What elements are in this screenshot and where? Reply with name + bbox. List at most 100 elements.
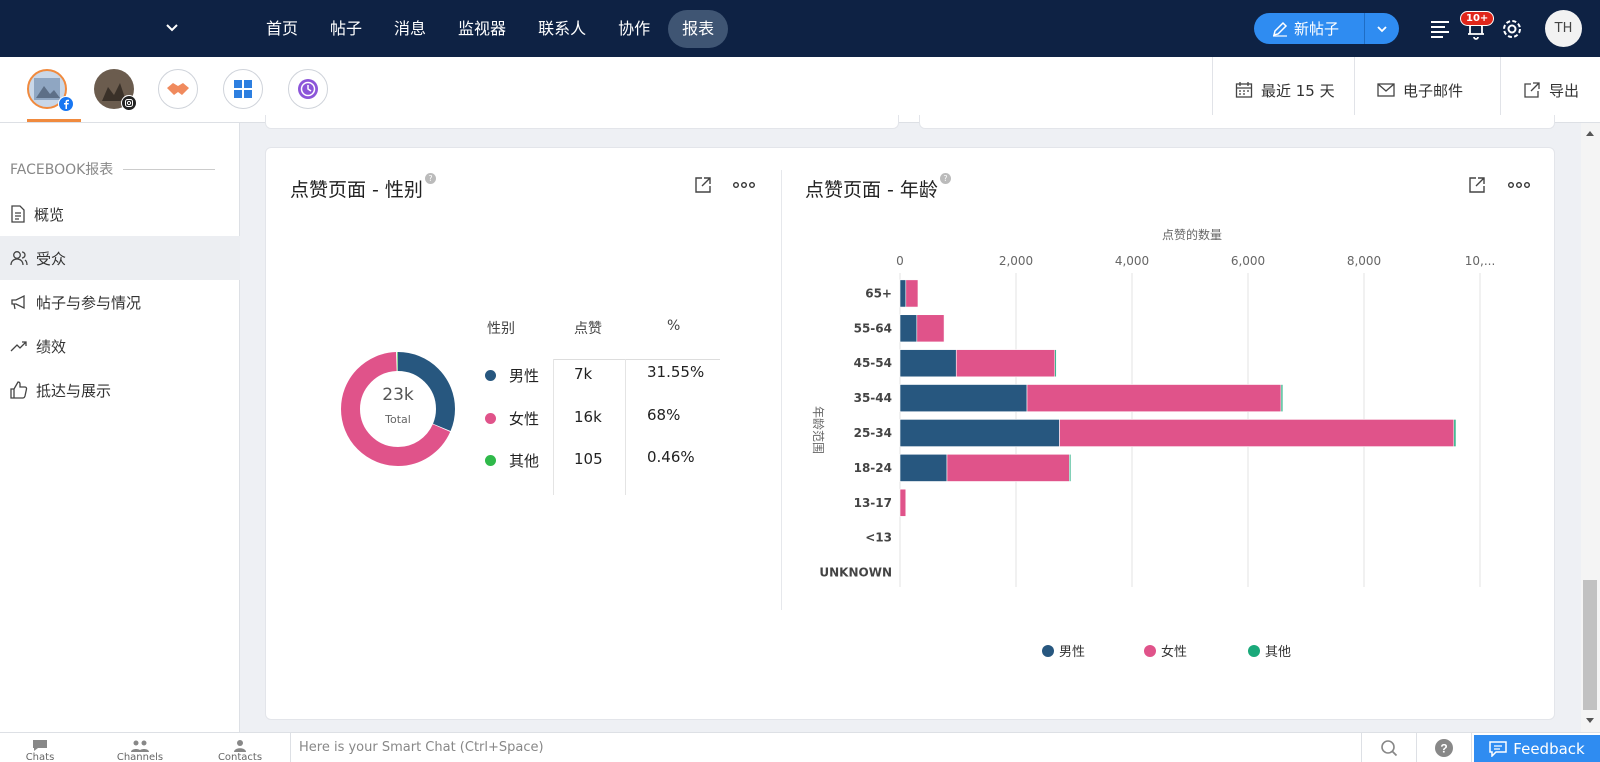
sidebar-item-audience[interactable]: 受众 bbox=[0, 236, 240, 280]
y-category-label: 25-34 bbox=[854, 426, 892, 440]
help-icon[interactable]: ? bbox=[424, 173, 436, 184]
scroll-up-arrow-icon[interactable] bbox=[1585, 129, 1595, 137]
gender-donut-chart bbox=[341, 352, 455, 466]
scroll-down-arrow-icon[interactable] bbox=[1585, 717, 1595, 725]
thumbs-up-icon bbox=[10, 381, 28, 399]
page-scrollbar[interactable] bbox=[1581, 123, 1600, 732]
email-label: 电子邮件 bbox=[1403, 81, 1464, 100]
scrollbar-thumb[interactable] bbox=[1583, 580, 1597, 710]
sidebar-item-overview[interactable]: 概览 bbox=[0, 192, 240, 236]
email-report-button[interactable]: 电子邮件 bbox=[1354, 57, 1500, 123]
bar-segment-1[interactable] bbox=[916, 314, 945, 343]
bar-segment-1[interactable] bbox=[946, 453, 1070, 482]
expand-icon[interactable] bbox=[692, 174, 714, 196]
handshake-icon[interactable] bbox=[158, 69, 198, 109]
nav-collaboration[interactable]: 协作 bbox=[618, 19, 651, 38]
channel-bar: 最近 15 天 电子邮件 导出 bbox=[0, 57, 1600, 123]
new-post-dropdown-chevron-icon[interactable] bbox=[1365, 25, 1399, 33]
donut-center: 23k Total bbox=[338, 349, 458, 469]
sidebar-item-label: 帖子与参与情况 bbox=[36, 293, 142, 312]
bar-segment-1[interactable] bbox=[1026, 384, 1282, 413]
gender-row-female: 女性 16k 68% bbox=[485, 404, 720, 434]
x-tick-label: 10,... bbox=[1465, 254, 1496, 268]
nav-messages[interactable]: 消息 bbox=[394, 19, 427, 38]
people-icon bbox=[10, 251, 28, 266]
sidebar-item-posts-engagement[interactable]: 帖子与参与情况 bbox=[0, 280, 240, 324]
brand-switcher-chevron-icon[interactable] bbox=[162, 18, 182, 38]
svg-text:?: ? bbox=[1440, 742, 1447, 756]
dashboard-grid-icon[interactable] bbox=[223, 69, 263, 109]
timer-icon[interactable] bbox=[288, 69, 328, 109]
nav-monitor[interactable]: 监视器 bbox=[458, 19, 507, 38]
legend-label: 其他 bbox=[1265, 645, 1292, 660]
bottom-channels[interactable]: Channels bbox=[110, 733, 170, 762]
gender-percent: 0.46% bbox=[647, 448, 695, 466]
channel-facebook-page[interactable] bbox=[27, 69, 74, 112]
legend-item-female[interactable]: 女性 bbox=[1144, 641, 1187, 660]
x-axis-title: 点赞的数量 bbox=[1162, 227, 1222, 242]
bottom-contacts[interactable]: Contacts bbox=[210, 733, 270, 762]
x-tick-label: 4,000 bbox=[1115, 254, 1149, 268]
nav-posts[interactable]: 帖子 bbox=[330, 19, 363, 38]
expand-icon[interactable] bbox=[1466, 174, 1488, 196]
legend-item-male[interactable]: 男性 bbox=[1042, 641, 1085, 660]
export-button[interactable]: 导出 bbox=[1500, 57, 1600, 123]
bar-segment-0[interactable] bbox=[899, 349, 957, 378]
facebook-badge-icon bbox=[58, 96, 74, 112]
bar-segment-0[interactable] bbox=[899, 314, 918, 343]
bar-segment-0[interactable] bbox=[899, 279, 907, 308]
envelope-icon bbox=[1377, 83, 1395, 97]
gender-header-likes: 点赞 bbox=[574, 321, 602, 337]
date-range-button[interactable]: 最近 15 天 bbox=[1212, 57, 1354, 123]
nav-reports[interactable]: 报表 bbox=[668, 10, 729, 48]
activity-list-icon[interactable] bbox=[1428, 17, 1452, 41]
gender-column-divider bbox=[625, 359, 626, 495]
bar-segment-0[interactable] bbox=[899, 419, 1060, 447]
legend-item-other[interactable]: 其他 bbox=[1248, 641, 1291, 660]
new-post-separator bbox=[1364, 13, 1365, 44]
donut-slice-1[interactable] bbox=[341, 352, 455, 466]
feedback-chat-icon bbox=[1489, 741, 1508, 757]
feedback-button[interactable]: Feedback bbox=[1474, 735, 1600, 762]
help-circle-icon[interactable]: ? bbox=[1417, 733, 1472, 762]
bottom-chats[interactable]: Chats bbox=[10, 733, 70, 762]
donut-slice-0[interactable] bbox=[341, 352, 455, 466]
legend-label: 女性 bbox=[1161, 645, 1188, 660]
bar-segment-2[interactable] bbox=[1069, 453, 1072, 482]
more-options-icon[interactable] bbox=[1508, 174, 1530, 196]
y-category-label: 65+ bbox=[865, 286, 892, 300]
main-nav: 首页 帖子 消息 监视器 联系人 协作 报表 bbox=[252, 10, 732, 48]
sidebar-item-performance[interactable]: 绩效 bbox=[0, 324, 240, 368]
new-post-button[interactable]: 新帖子 bbox=[1254, 13, 1399, 44]
y-category-label: 18-24 bbox=[854, 461, 892, 475]
sidebar-item-label: 绩效 bbox=[36, 337, 67, 356]
gender-row-male: 男性 7k 31.55% bbox=[485, 361, 720, 391]
sidebar-item-label: 概览 bbox=[34, 205, 65, 224]
nav-home[interactable]: 首页 bbox=[266, 19, 299, 38]
user-avatar[interactable]: TH bbox=[1545, 10, 1582, 47]
bottom-chats-label: Chats bbox=[25, 752, 55, 762]
gender-label: 女性 bbox=[509, 410, 540, 428]
channels-icon bbox=[131, 740, 149, 752]
help-icon[interactable]: ? bbox=[939, 173, 951, 184]
bar-segment-2[interactable] bbox=[1054, 349, 1057, 378]
bar-segment-1[interactable] bbox=[955, 349, 1056, 378]
bar-segment-0[interactable] bbox=[899, 384, 1028, 413]
bar-segment-2[interactable] bbox=[1453, 419, 1457, 447]
gender-panel-title: 点赞页面 - 性别 ? bbox=[290, 173, 436, 202]
bar-segment-1[interactable] bbox=[899, 488, 907, 517]
bar-segment-2[interactable] bbox=[1280, 384, 1284, 413]
more-options-icon[interactable] bbox=[733, 174, 755, 196]
instagram-badge-icon bbox=[121, 95, 137, 111]
settings-gear-icon[interactable] bbox=[1500, 17, 1524, 41]
search-icon[interactable] bbox=[1362, 733, 1417, 762]
new-post-main[interactable]: 新帖子 bbox=[1254, 18, 1364, 39]
smart-chat-input[interactable]: Here is your Smart Chat (Ctrl+Space) bbox=[290, 733, 1362, 762]
bar-segment-1[interactable] bbox=[905, 279, 919, 308]
nav-contacts[interactable]: 联系人 bbox=[538, 19, 587, 38]
channel-instagram-account[interactable] bbox=[94, 69, 137, 111]
bar-segment-0[interactable] bbox=[899, 453, 948, 482]
sidebar-item-reach-impressions[interactable]: 抵达与展示 bbox=[0, 368, 240, 412]
active-channel-underline bbox=[27, 119, 81, 122]
bar-segment-1[interactable] bbox=[1059, 419, 1455, 447]
